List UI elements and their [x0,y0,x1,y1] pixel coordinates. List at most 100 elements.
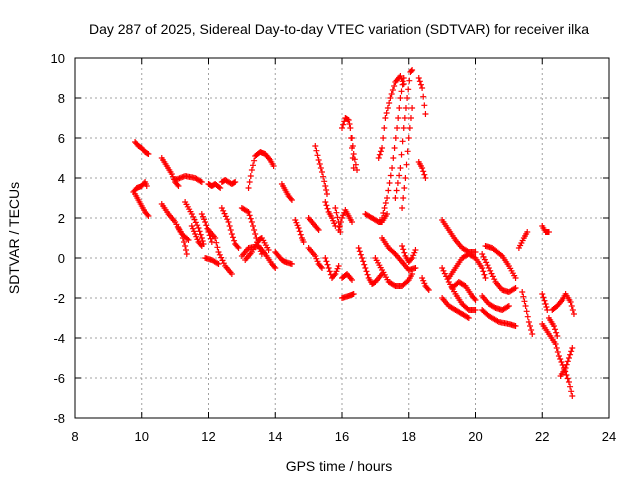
data-point-markers [218,177,239,187]
data-point-markers [449,279,479,303]
data-point-markers [399,243,419,265]
series-arc-15 [218,205,242,251]
data-point-markers [130,179,150,195]
data-point-markers [205,181,224,191]
data-point-markers [539,291,551,313]
data-point-markers [322,199,339,229]
data-point-markers [539,223,552,235]
y-tick-label: -8 [53,411,65,426]
series-arc-20 [278,181,295,203]
series-arc-61 [549,291,577,317]
series-arc-39 [399,105,416,211]
series-arc-53 [479,307,519,329]
data-point-markers [372,255,416,289]
data-point-markers [322,255,342,281]
y-tick-label: 0 [58,251,65,266]
chart-title: Day 287 of 2025, Sidereal Day-to-day VTE… [89,21,589,37]
data-point-markers [339,115,357,171]
series-arc-12 [218,177,239,187]
series-arc-3 [132,191,152,219]
data-point-markers [545,315,561,339]
data-point-markers [439,295,472,321]
x-tick-labels: 8 10 12 14 16 18 20 22 24 [71,429,616,444]
series-arc-33 [339,291,357,301]
series-arc-35 [362,211,391,225]
series-arc-59 [539,321,576,399]
series-arc-27 [322,255,342,281]
x-axis-label: GPS time / hours [286,458,393,474]
series-arc-50 [449,279,479,303]
y-tick-label: -4 [53,331,65,346]
data-point-markers [292,217,307,245]
series-arc-19 [242,235,272,263]
x-tick-label: 22 [535,429,549,444]
x-tick-label: 24 [602,429,616,444]
series-arc-41 [415,159,429,181]
data-point-markers [539,321,576,399]
series-arc-2 [130,179,150,195]
data-point-markers [482,243,519,281]
data-point-markers [375,73,407,161]
data-point-markers [415,75,429,117]
x-tick-label: 18 [402,429,416,444]
data-point-markers [278,181,295,203]
data-point-markers [445,251,489,281]
series-arc-43 [379,235,419,273]
data-point-markers [218,205,242,251]
series-arc-58 [539,291,551,313]
series-arc-31 [349,135,361,173]
x-tick-label: 20 [468,429,482,444]
data-point-markers [335,207,356,233]
series-arc-9 [188,223,205,249]
y-tick-label: -6 [53,371,65,386]
series-arc-40 [415,75,429,117]
data-point-markers [479,307,519,329]
series-arc-21 [272,249,295,267]
data-point-markers [242,235,272,263]
series-arc-24 [305,245,325,271]
data-point-markers [349,135,361,173]
data-point-markers [479,293,512,313]
data-point-markers [339,291,357,301]
data-point-markers [362,211,391,225]
data-point-markers [339,271,356,283]
data-point-markers [305,215,322,233]
series-arc-13 [205,227,235,277]
series-arc-22 [292,217,307,245]
series-arc-56 [519,289,536,337]
series-arc-1 [132,139,152,157]
data-point-markers [245,149,277,191]
data-point-markers [392,67,416,201]
x-tick-label: 16 [335,429,349,444]
data-point-markers [182,199,207,247]
series-arc-38 [392,67,416,201]
data-point-markers [519,289,536,337]
data-point-markers [515,229,531,251]
series-arc-52 [479,293,512,313]
series-arc-44 [399,243,419,265]
data-point-markers [132,139,152,157]
data-point-markers [305,245,325,271]
series-arc-25 [312,143,330,197]
series-arc-54 [482,243,519,281]
y-tick-labels: -8 -6 -4 -2 0 2 4 6 8 10 [51,51,65,426]
series-arc-49 [445,251,489,281]
data-point-markers [312,143,330,197]
y-tick-label: 8 [58,91,65,106]
series-arc-17 [245,149,277,191]
axis-ticks [74,57,610,419]
series-arc-45 [419,275,432,293]
data-point-markers [439,265,479,313]
series-arc-26 [322,199,339,229]
y-tick-label: 10 [51,51,65,66]
series-arc-42 [372,255,416,289]
series-arc-46 [439,265,479,313]
data-point-markers [132,191,152,219]
data-point-markers [272,249,295,267]
series-arc-30 [339,115,357,171]
series-arc-11 [205,181,224,191]
data-point-markers [479,251,519,295]
data-point-markers [399,105,416,211]
series-arc-62 [557,345,576,379]
